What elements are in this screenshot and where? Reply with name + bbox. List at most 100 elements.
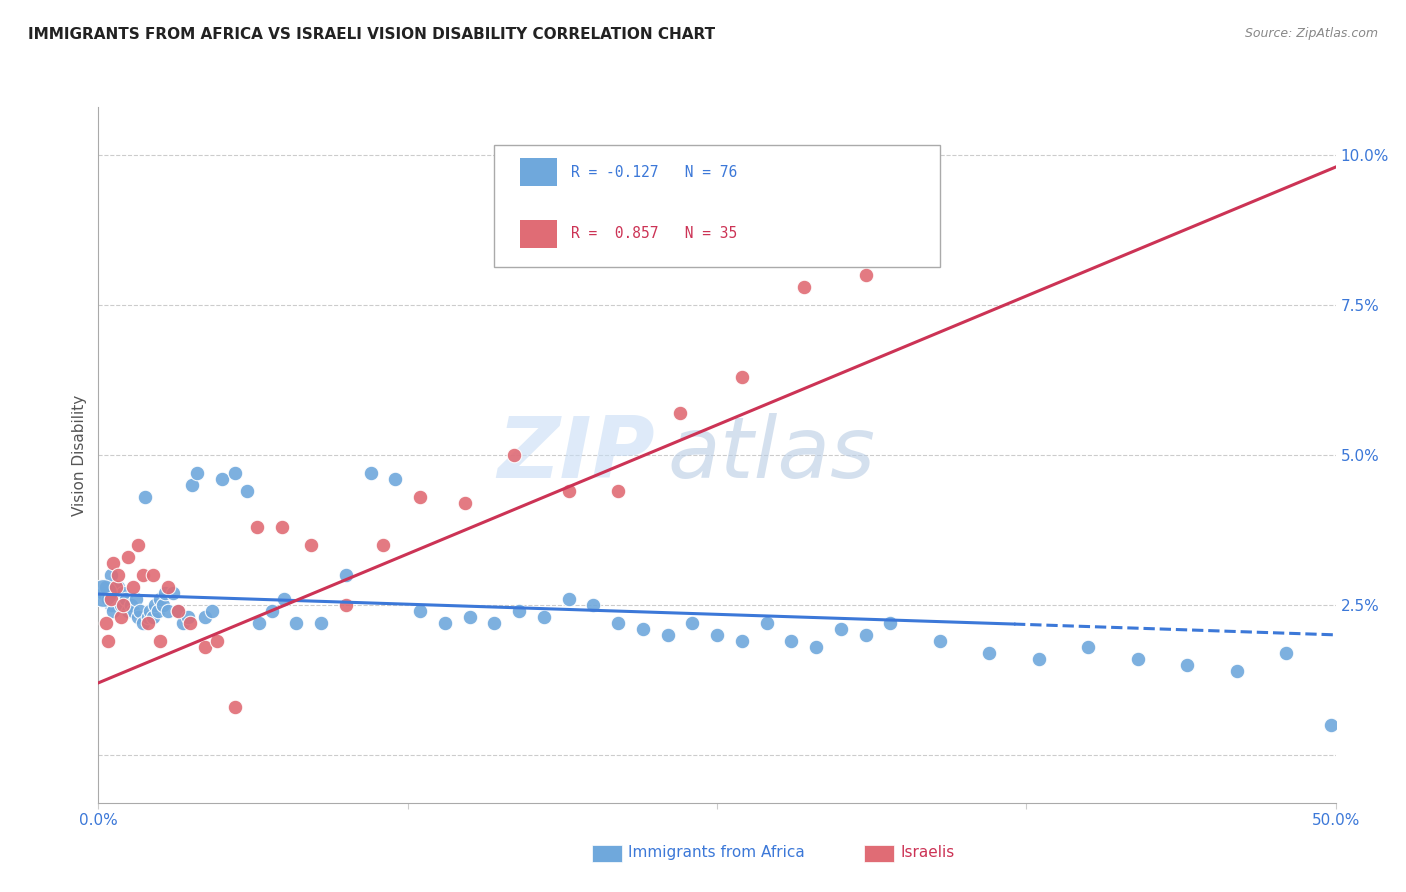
Point (120, 598, 142, 612)
FancyBboxPatch shape (592, 846, 621, 862)
Point (103, 556, 125, 570)
Point (793, 280, 815, 294)
Point (631, 622, 654, 636)
Point (94, 580, 117, 594)
Point (146, 604, 169, 618)
Point (143, 598, 166, 612)
Point (100, 598, 122, 612)
Point (129, 604, 152, 618)
Point (112, 598, 135, 612)
Point (979, 646, 1001, 660)
Point (247, 615, 270, 630)
Point (172, 615, 194, 630)
FancyBboxPatch shape (495, 145, 939, 267)
Point (335, 567, 357, 582)
Point (557, 591, 579, 606)
Point (194, 640, 217, 654)
FancyBboxPatch shape (520, 158, 557, 186)
Point (136, 610, 159, 624)
Point (855, 628, 877, 642)
Point (149, 591, 172, 606)
Point (224, 466, 246, 480)
Y-axis label: Vision Disability: Vision Disability (72, 394, 87, 516)
Point (1175, 657, 1198, 672)
Point (285, 615, 308, 630)
Point (681, 615, 703, 630)
Point (1226, 664, 1249, 678)
Point (205, 633, 228, 648)
Point (371, 538, 394, 552)
Text: Immigrants from Africa: Immigrants from Africa (628, 846, 804, 861)
Point (731, 370, 754, 384)
Point (122, 604, 145, 618)
Point (110, 610, 132, 624)
Point (582, 598, 605, 612)
Point (503, 448, 526, 462)
Point (224, 699, 246, 714)
Point (122, 580, 145, 594)
Point (409, 604, 432, 618)
Point (830, 622, 852, 636)
Point (97, 591, 120, 606)
Point (127, 538, 149, 552)
Point (104, 591, 127, 606)
Point (409, 490, 432, 504)
Point (1028, 652, 1050, 666)
Point (384, 472, 406, 486)
Point (166, 604, 188, 618)
Point (162, 586, 184, 600)
Point (607, 615, 630, 630)
Text: IMMIGRANTS FROM AFRICA VS ISRAELI VISION DISABILITY CORRELATION CHART: IMMIGRANTS FROM AFRICA VS ISRAELI VISION… (28, 27, 716, 42)
Point (114, 591, 136, 606)
Point (93, 586, 115, 600)
Point (124, 591, 146, 606)
Point (156, 580, 179, 594)
Point (236, 483, 259, 498)
Point (117, 604, 139, 618)
Text: atlas: atlas (668, 413, 876, 497)
Point (100, 591, 122, 606)
Text: Israelis: Israelis (900, 846, 955, 861)
Point (855, 268, 877, 282)
Point (780, 633, 803, 648)
Point (181, 478, 204, 492)
Point (110, 598, 132, 612)
Point (211, 472, 233, 486)
Point (155, 586, 177, 600)
Point (669, 406, 692, 420)
Point (201, 604, 224, 618)
Point (270, 520, 292, 534)
Point (103, 604, 125, 618)
Point (335, 598, 357, 612)
Point (176, 610, 198, 624)
Point (134, 490, 156, 504)
Point (132, 615, 155, 630)
Point (1126, 652, 1149, 666)
Point (433, 615, 456, 630)
Point (360, 466, 382, 480)
Point (706, 628, 728, 642)
Point (179, 615, 201, 630)
Point (557, 483, 579, 498)
Point (107, 567, 129, 582)
Point (804, 640, 827, 654)
Text: ZIP: ZIP (498, 413, 655, 497)
FancyBboxPatch shape (520, 219, 557, 248)
Point (879, 615, 901, 630)
Point (928, 633, 950, 648)
Point (149, 633, 172, 648)
Point (186, 466, 208, 480)
Point (94, 615, 117, 630)
Point (273, 591, 295, 606)
Point (139, 604, 162, 618)
Point (97, 633, 120, 648)
Point (194, 610, 217, 624)
Point (100, 567, 122, 582)
Point (458, 610, 481, 624)
Text: R =  0.857   N = 35: R = 0.857 N = 35 (571, 227, 737, 242)
Point (127, 610, 149, 624)
Point (607, 483, 630, 498)
Point (299, 538, 322, 552)
Point (657, 628, 679, 642)
Point (112, 586, 135, 600)
